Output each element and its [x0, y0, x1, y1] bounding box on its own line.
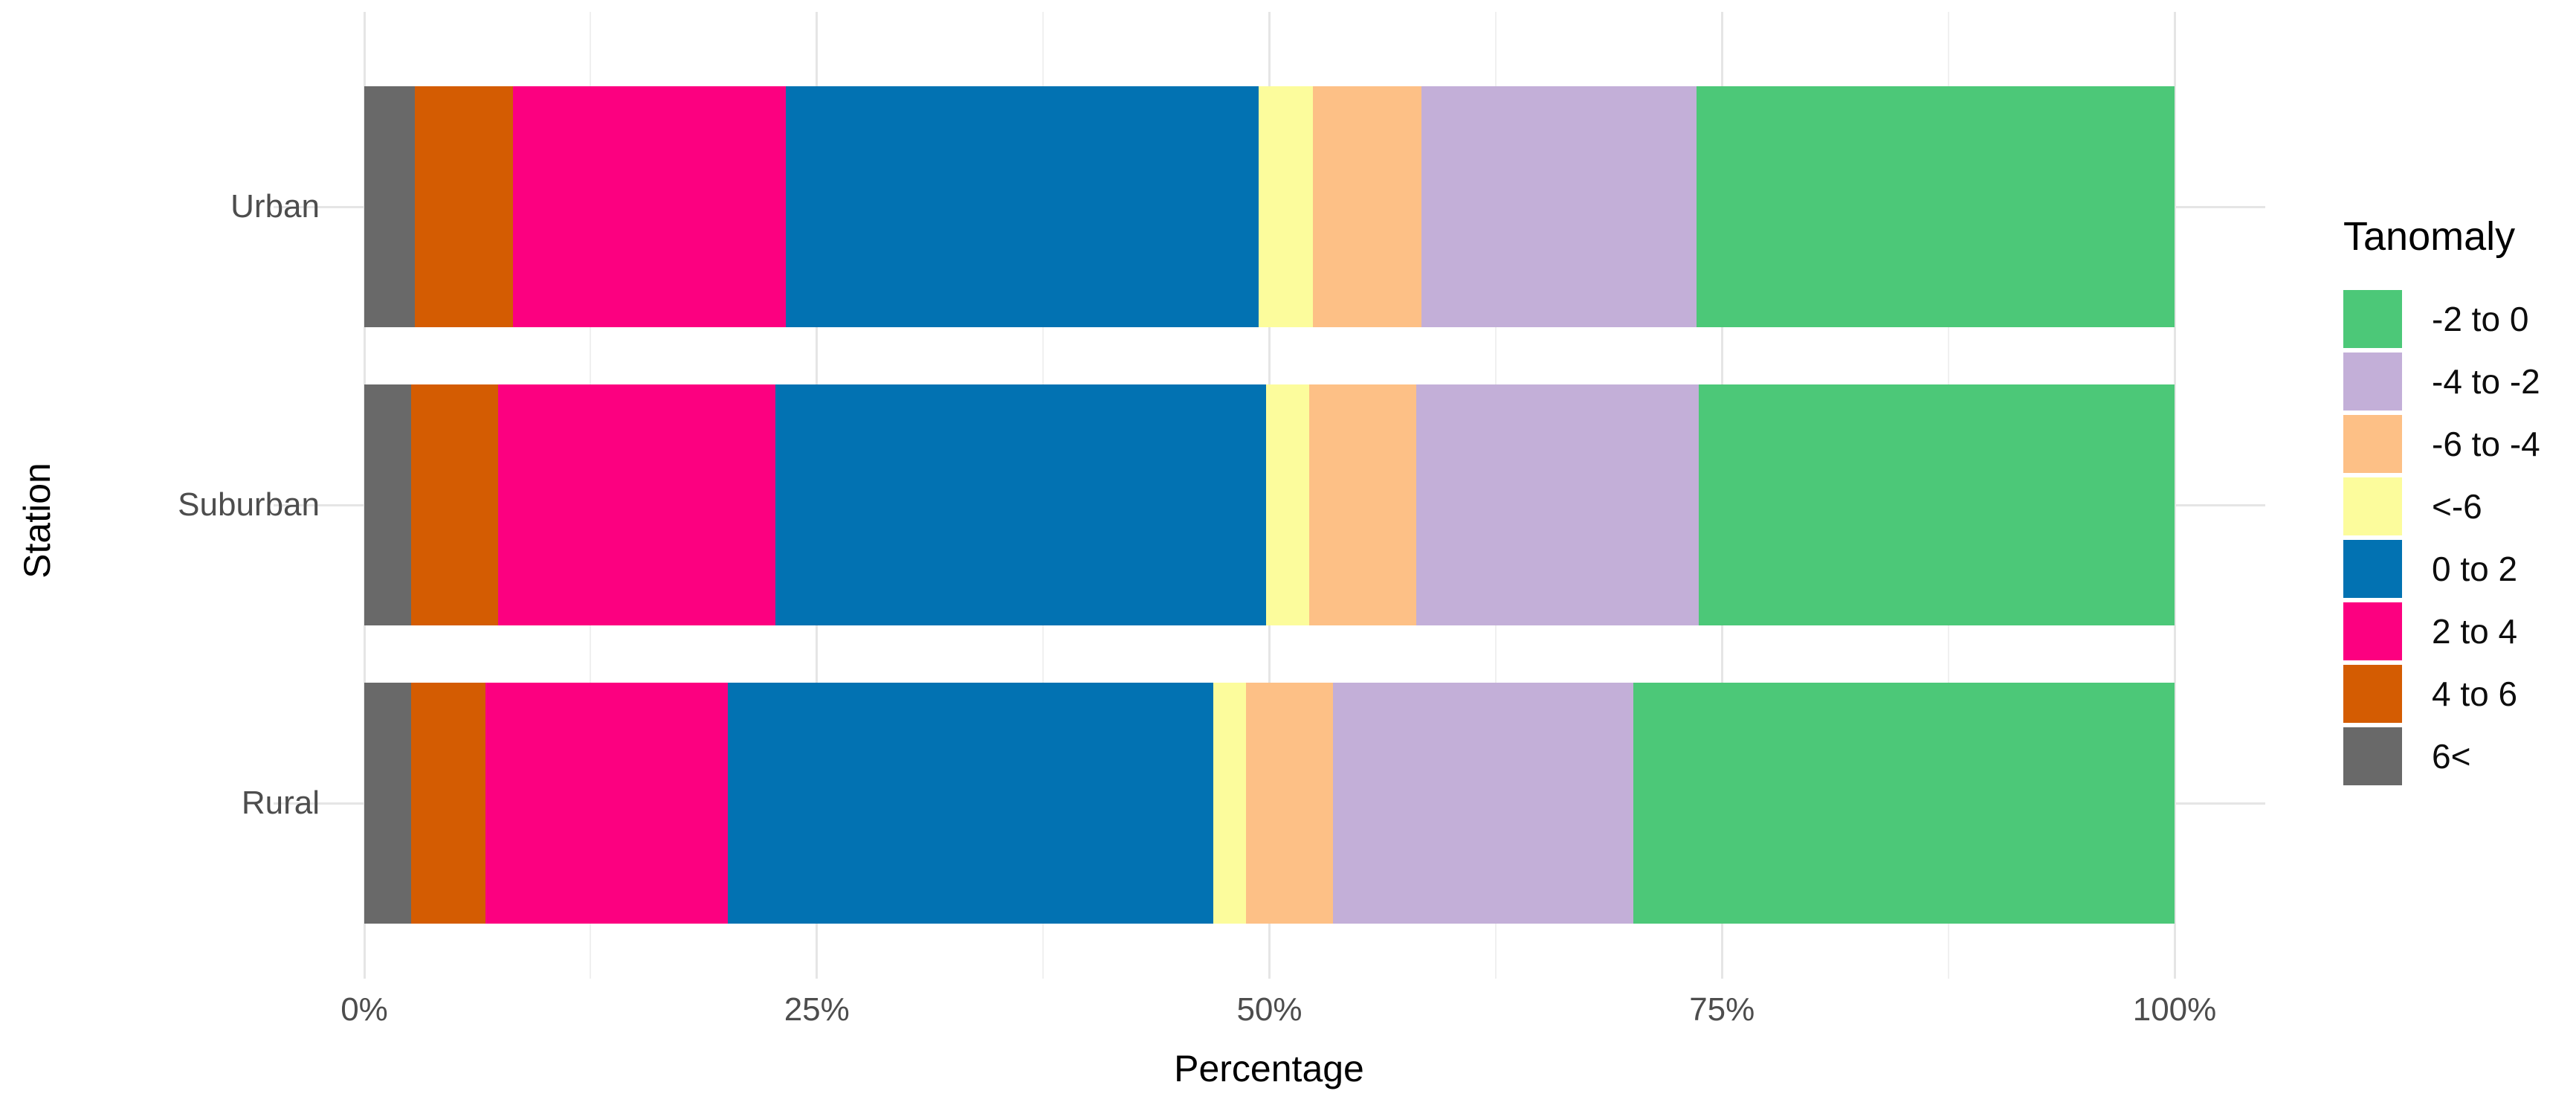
legend-swatch: [2343, 290, 2402, 348]
bar-segment: [415, 86, 513, 327]
bar-row-rural: [364, 683, 2175, 924]
y-axis-tick-label: Rural: [241, 785, 320, 821]
legend-swatch: [2343, 665, 2402, 723]
bar-segment: [786, 86, 1259, 327]
gridline-major: [2173, 12, 2176, 979]
bar-segment: [364, 384, 412, 625]
bar-segment: [512, 86, 787, 327]
bar-segment: [728, 683, 1213, 924]
legend-item-label: 0 to 2: [2432, 550, 2518, 588]
bar-segment: [411, 683, 486, 924]
bar-row-urban: [364, 86, 2175, 327]
x-axis-tick-label: 100%: [2132, 991, 2217, 1028]
bar-segment: [411, 384, 499, 625]
legend-item-label: 4 to 6: [2432, 674, 2518, 713]
y-axis-tick-label: Suburban: [178, 486, 320, 523]
bar-segment: [1698, 384, 2175, 625]
legend-swatch: [2343, 602, 2402, 660]
bar-segment: [1213, 683, 1246, 924]
legend-swatch: [2343, 477, 2402, 535]
legend-swatch: [2343, 540, 2402, 598]
bar-segment: [498, 384, 775, 625]
y-axis-title: Station: [16, 463, 58, 579]
bar-segment: [1258, 86, 1313, 327]
x-axis-tick-label: 0%: [340, 991, 388, 1028]
plot-panel: [274, 12, 2265, 979]
bar-segment: [1415, 384, 1699, 625]
bar-segment: [1697, 86, 2175, 327]
bar-segment: [1633, 683, 2175, 924]
legend-swatch: [2343, 415, 2402, 473]
legend-item-label: -6 to -4: [2432, 425, 2540, 463]
bar-segment: [1309, 384, 1416, 625]
legend-swatch: [2343, 352, 2402, 410]
bar-segment: [364, 683, 412, 924]
legend-title: Tanomaly: [2343, 214, 2516, 259]
bar-segment: [1312, 86, 1422, 327]
legend-swatch: [2343, 727, 2402, 785]
bar-segment: [364, 86, 416, 327]
bar-segment: [1245, 683, 1333, 924]
legend-item-label: -2 to 0: [2432, 300, 2529, 338]
legend-item-label: 2 to 4: [2432, 612, 2518, 651]
x-axis-title: Percentage: [1174, 1048, 1364, 1089]
y-axis-tick-label: Urban: [230, 188, 320, 225]
x-axis-tick-label: 25%: [784, 991, 850, 1028]
x-axis-tick-label: 75%: [1689, 991, 1755, 1028]
legend-item-label: 6<: [2432, 737, 2471, 776]
bar-segment: [1332, 683, 1633, 924]
bar-segment: [775, 384, 1266, 625]
bar-segment: [485, 683, 729, 924]
bar-segment: [1265, 384, 1310, 625]
legend-item-label: <-6: [2432, 487, 2482, 526]
legend-item-label: -4 to -2: [2432, 362, 2540, 401]
x-axis-tick-label: 50%: [1236, 991, 1302, 1028]
bar-row-suburban: [364, 384, 2175, 625]
bar-segment: [1421, 86, 1697, 327]
